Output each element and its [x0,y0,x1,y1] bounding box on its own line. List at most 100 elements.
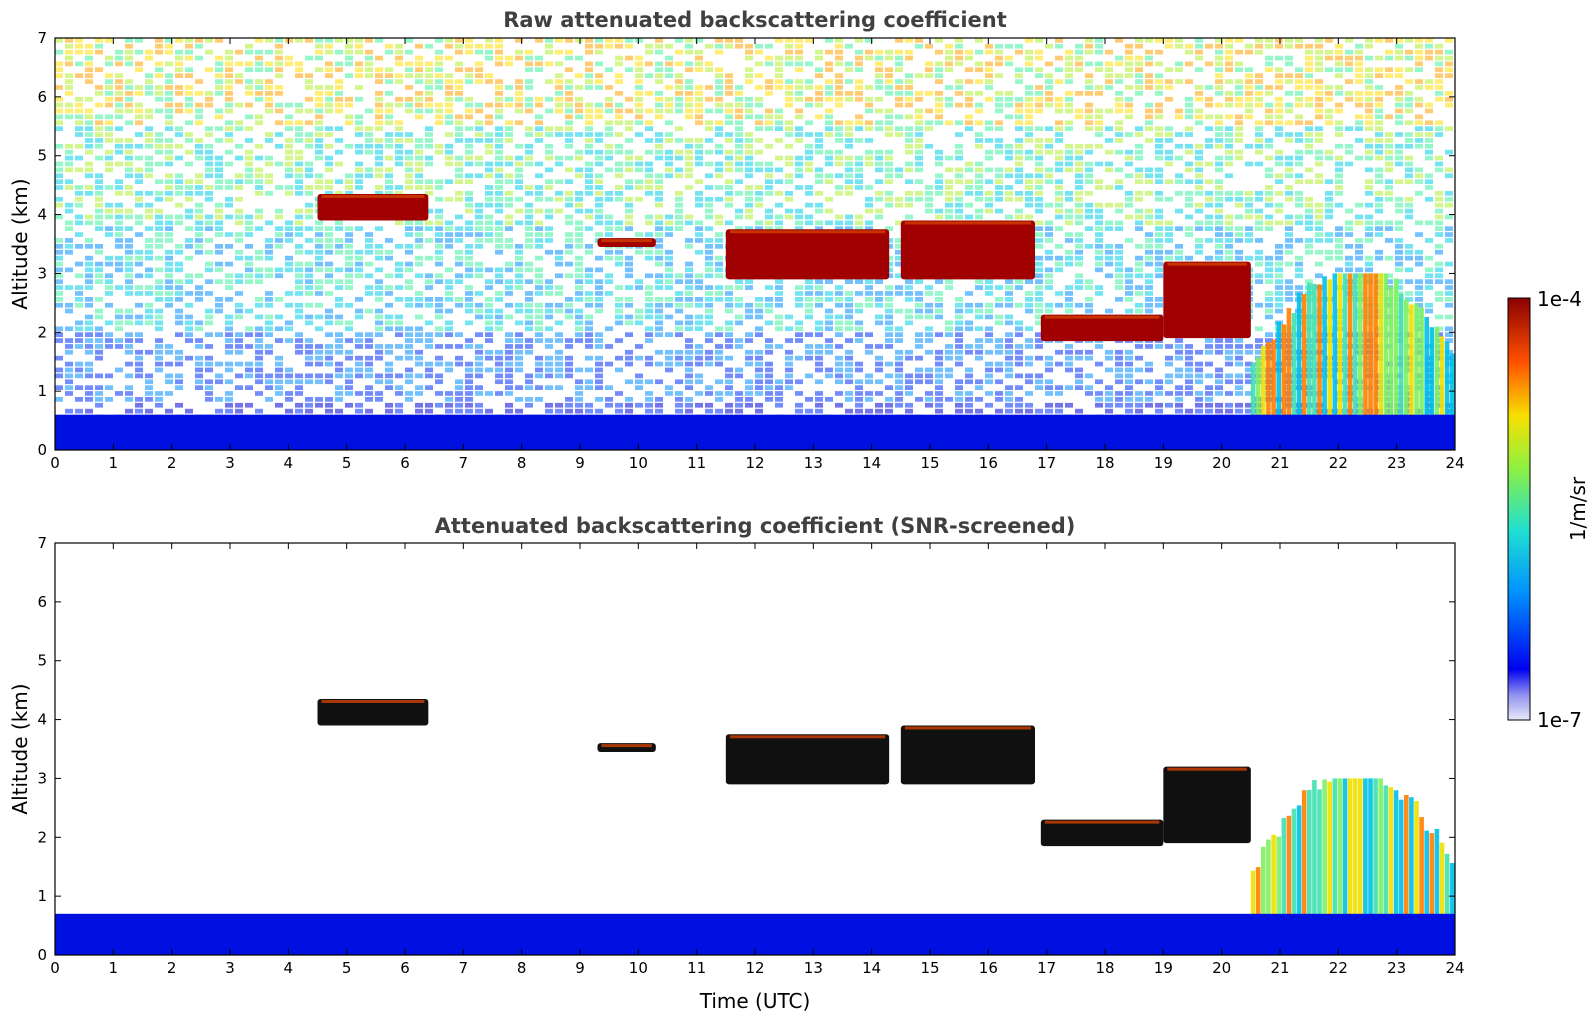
noise-cell [1355,267,1363,273]
noise-cell [165,302,173,308]
noise-cell [225,344,233,349]
noise-cell [1085,297,1093,302]
noise-cell [1405,355,1413,361]
noise-cell [1125,61,1133,67]
noise-cell [1415,302,1423,308]
noise-cell [1435,261,1443,267]
noise-cell [1245,208,1253,214]
noise-cell [1375,179,1383,184]
noise-cell [1345,91,1353,96]
noise-cell [1035,143,1043,149]
noise-cell [1285,244,1293,249]
noise-cell [775,67,783,73]
noise-cell [1035,338,1043,343]
noise-cell [315,149,323,155]
noise-cell [1095,67,1103,73]
noise-cell [995,126,1003,131]
noise-cell [1435,73,1443,78]
noise-cell [945,349,953,355]
noise-cell [425,279,433,284]
noise-cell [395,102,403,108]
noise-cell [705,314,713,320]
noise-cell [475,155,483,161]
noise-cell [445,179,453,184]
noise-cell [895,291,903,296]
noise-cell [495,49,503,55]
noise-cell [835,320,843,326]
noise-cell [285,149,293,155]
noise-cell [515,338,523,343]
noise-cell [425,43,433,49]
noise-cell [355,267,363,273]
noise-cell [155,226,163,231]
noise-cell [425,285,433,290]
noise-cell [1035,155,1043,161]
noise-cell [115,220,123,226]
noise-cell [135,273,143,279]
noise-cell [525,202,533,208]
noise-cell [635,320,643,326]
noise-cell [885,344,893,349]
noise-cell [645,297,653,302]
noise-cell [675,208,683,214]
noise-cell [1235,102,1243,108]
noise-cell [655,191,663,196]
noise-cell [215,249,223,255]
noise-cell [695,344,703,349]
noise-cell [305,279,313,284]
noise-cell [1135,38,1143,43]
noise-cell [1265,226,1273,231]
noise-cell [745,143,753,149]
noise-cell [1215,202,1223,208]
noise-cell [1385,238,1393,243]
noise-cell [805,308,813,314]
noise-cell [355,96,363,102]
noise-cell [635,232,643,237]
noise-cell [645,43,653,49]
noise-cell [915,196,923,202]
noise-cell [1345,49,1353,55]
noise-cell [335,226,343,231]
noise-cell [1445,314,1453,320]
noise-cell [1035,196,1043,202]
noise-cell [535,308,543,314]
noise-cell [1425,196,1433,202]
noise-cell [815,226,823,231]
noise-cell [1255,261,1263,267]
noise-cell [1425,43,1433,49]
noise-cell [895,102,903,108]
noise-cell [1035,108,1043,114]
noise-cell [895,126,903,131]
noise-cell [865,285,873,290]
noise-cell [835,185,843,190]
noise-cell [1305,67,1313,73]
noise-cell [845,185,853,190]
noise-cell [355,132,363,137]
noise-cell [1385,143,1393,149]
noise-cell [455,96,463,102]
noise-cell [375,38,383,43]
noise-cell [235,302,243,308]
noise-cell [1125,67,1133,73]
noise-cell [1135,355,1143,361]
noise-cell [185,355,193,361]
noise-cell [565,344,573,349]
noise-cell [845,297,853,302]
noise-cell [1285,55,1293,61]
noise-cell [75,320,83,326]
noise-cell [845,314,853,320]
noise-cell [1015,179,1023,184]
noise-cell [195,155,203,161]
noise-cell [125,261,133,267]
noise-cell [1025,173,1033,179]
noise-cell [1005,355,1013,361]
noise-cell [335,102,343,108]
noise-cell [575,332,583,337]
noise-cell [335,91,343,96]
noise-cell [765,226,773,231]
noise-cell [885,155,893,161]
noise-cell [1225,226,1233,231]
noise-cell [105,149,113,155]
noise-cell [1315,179,1323,184]
noise-cell [805,85,813,90]
